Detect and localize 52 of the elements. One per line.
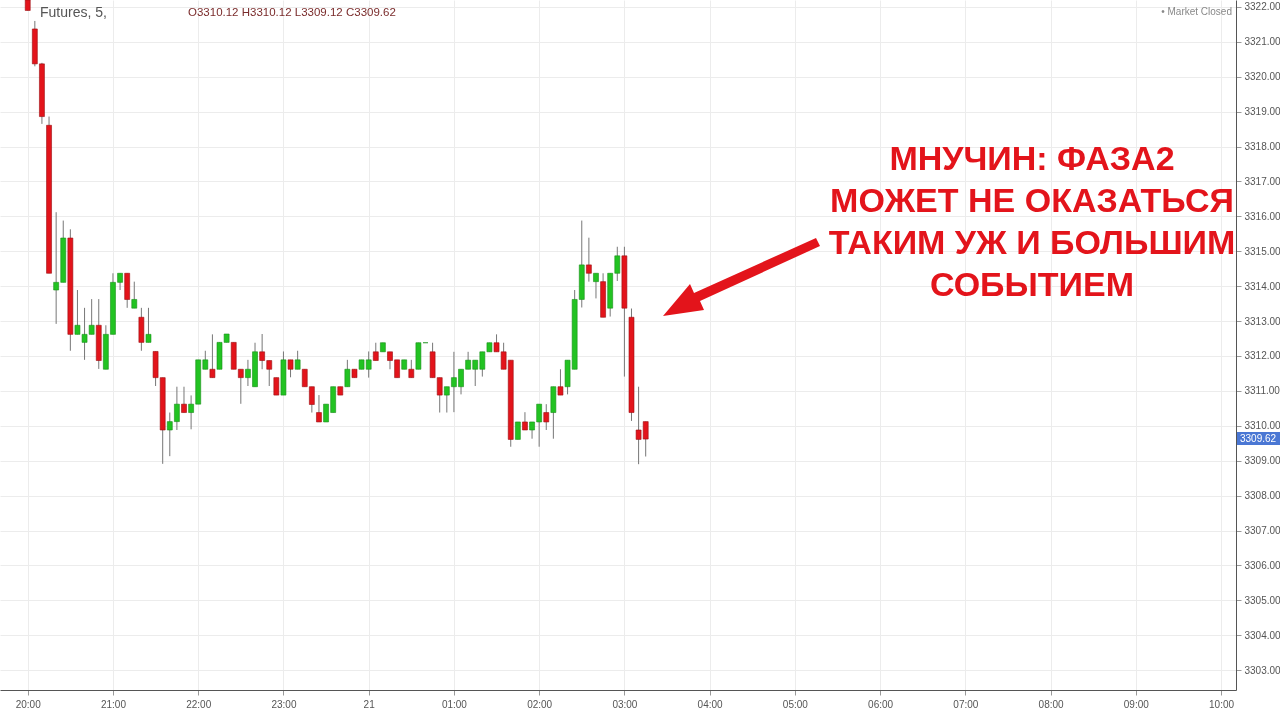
candlestick — [344, 359, 351, 388]
y-tick-label: 3320.00 — [1244, 71, 1280, 83]
x-tick-label: 20:00 — [15, 698, 42, 710]
y-tick-label: 3319.00 — [1244, 106, 1280, 118]
y-tick-label: 3321.00 — [1244, 36, 1280, 48]
y-tick-label: 3309.00 — [1244, 455, 1280, 467]
x-tick-label: 21 — [363, 698, 376, 710]
chart-subtitle: O3310.12 H3310.12 L3309.12 C3309.62 — [188, 6, 396, 18]
x-tick-label: 22:00 — [186, 698, 212, 710]
candlestick — [316, 394, 322, 423]
y-tick-label: 3308.00 — [1244, 490, 1280, 502]
y-tick-label: 3305.00 — [1244, 594, 1280, 606]
candlestick — [557, 368, 564, 396]
x-tick-label: 02:00 — [527, 698, 553, 710]
x-tick-label: 23:00 — [271, 698, 297, 710]
x-tick-label: 09:00 — [1123, 698, 1150, 710]
candlestick — [145, 307, 152, 343]
candlestick — [543, 403, 550, 431]
x-tick-label: 21:00 — [100, 698, 127, 710]
candlestick — [522, 411, 528, 431]
candlestick — [209, 333, 216, 379]
x-tick-label: 06:00 — [868, 698, 894, 710]
text: 3309.62 — [1240, 433, 1277, 444]
y-tick-label: 3313.00 — [1244, 315, 1280, 327]
x-tick-label: 07:00 — [953, 698, 979, 710]
x-tick-label: 08:00 — [1038, 698, 1065, 710]
candlestick — [181, 386, 187, 414]
y-tick-label: 3310.00 — [1244, 420, 1280, 432]
y-tick-label: 3317.00 — [1244, 175, 1280, 187]
x-tick-label: 05:00 — [782, 698, 809, 710]
x-tick-label: 04:00 — [697, 698, 724, 710]
x-tick-label: 01:00 — [441, 698, 468, 710]
candlestick — [593, 272, 599, 299]
y-tick-label: 3322.00 — [1244, 1, 1280, 13]
annotation: • Market Closed — [1161, 6, 1232, 17]
x-tick-label: 03:00 — [612, 698, 638, 710]
y-tick-label: 3311.00 — [1244, 385, 1280, 397]
candlestick — [586, 237, 592, 283]
y-tick-label: 3314.00 — [1244, 280, 1280, 292]
annotation: МНУЧИН: ФАЗА2 МОЖЕТ НЕ ОКАЗАТЬСЯ ТАКИМ УЖ И БОЛЬШИМ СОБЫТИЕМ — [828, 139, 1236, 303]
y-tick-label: 3306.00 — [1244, 559, 1280, 571]
y-tick-label: 3315.00 — [1244, 245, 1280, 257]
candlestick — [294, 350, 301, 370]
y-tick-label: 3307.00 — [1244, 525, 1280, 536]
y-tick-label: 3303.00 — [1244, 664, 1280, 676]
y-tick-label: 3304.00 — [1244, 629, 1280, 641]
y-tick-label: 3312.00 — [1244, 350, 1280, 362]
candlestick — [131, 281, 138, 309]
y-tick-label: 3316.00 — [1244, 210, 1280, 222]
chart-title: Futures, 5, — [40, 4, 107, 20]
y-tick-label: 3318.00 — [1244, 141, 1280, 153]
x-tick-label: 10:00 — [1209, 698, 1235, 710]
